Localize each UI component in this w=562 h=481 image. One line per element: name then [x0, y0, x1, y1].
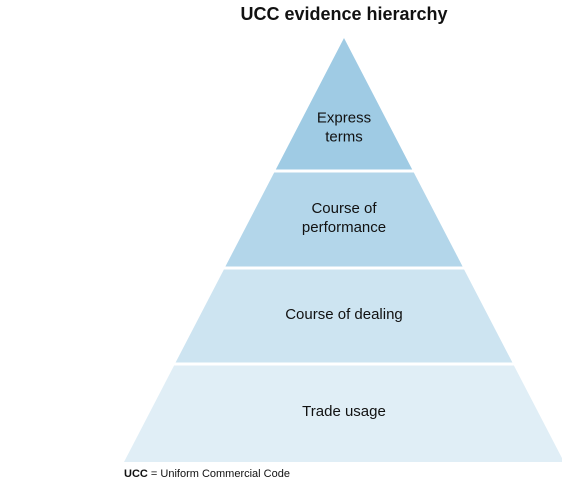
footnote-definition: = Uniform Commercial Code: [150, 468, 290, 480]
tier-trade-usage: Trade usage: [124, 365, 562, 462]
tier-label-course-of-performance-line-1: Course of: [311, 200, 377, 217]
tier-label-trade-usage: Trade usage: [302, 403, 386, 420]
tier-express-terms: Express terms: [275, 38, 413, 170]
tier-label-course-of-dealing: Course of dealing: [285, 306, 403, 323]
tier-shape-trade-usage: [124, 365, 562, 462]
tier-shape-express-terms: [275, 38, 413, 170]
tier-shape-course-of-dealing: [175, 269, 513, 363]
tier-course-of-performance: Course of performance: [225, 172, 463, 267]
tier-label-express-terms-line-2: terms: [325, 129, 363, 146]
tier-shape-course-of-performance: [225, 172, 463, 267]
tier-label-course-of-performance-line-2: performance: [302, 219, 386, 236]
footnote: UCC = Uniform Commercial Code: [124, 468, 290, 480]
tier-label-express-terms-line-1: Express: [317, 110, 371, 127]
diagram-title: UCC evidence hierarchy: [240, 4, 447, 24]
footnote-abbreviation: UCC: [124, 468, 148, 480]
tier-course-of-dealing: Course of dealing: [175, 269, 513, 363]
